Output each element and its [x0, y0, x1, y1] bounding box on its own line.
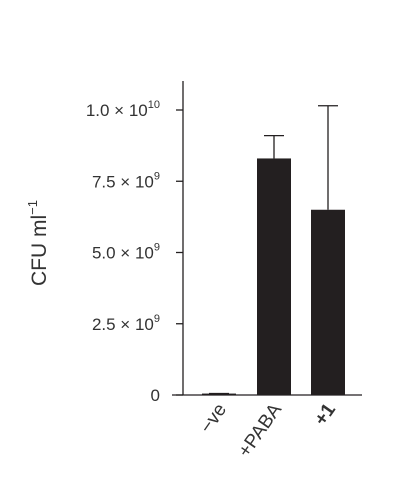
x-tick-label: +1	[310, 399, 340, 429]
y-tick-exponent: 9	[154, 313, 160, 325]
svg-text:CFU ml−1: CFU ml−1	[25, 200, 51, 286]
y-axis-label: CFU ml−1	[25, 200, 51, 286]
bars	[202, 158, 345, 395]
y-tick-label: 7.5 × 109	[92, 170, 160, 191]
y-axis-label-text: CFU ml	[28, 215, 51, 286]
x-tick-label: +PABA	[234, 400, 286, 462]
y-tick-mantissa: 2.5 × 10	[92, 315, 154, 334]
x-tick-label-text: +PABA	[234, 400, 286, 462]
bar	[257, 158, 291, 395]
y-tick-exponent: 9	[154, 170, 160, 182]
error-bars	[209, 105, 338, 395]
bar	[202, 393, 236, 395]
y-tick-exponent: 10	[148, 99, 160, 111]
x-tick-label-text: −ve	[196, 400, 231, 438]
y-tick-label: 5.0 × 109	[92, 242, 160, 263]
y-tick-label: 0	[151, 386, 160, 405]
y-tick-mantissa: 1.0 × 10	[86, 101, 148, 120]
x-tick-label-text: +1	[310, 399, 340, 429]
y-tick-mantissa: 5.0 × 10	[92, 244, 154, 263]
x-ticks: −ve +PABA +1	[196, 399, 340, 461]
bar	[311, 209, 345, 395]
y-tick-label: 2.5 × 109	[92, 313, 160, 334]
x-tick-label: −ve	[196, 400, 231, 438]
y-tick-label: 1.0 × 1010	[86, 99, 160, 120]
y-axis-label-superscript: −1	[25, 200, 40, 215]
y-tick-mantissa: 7.5 × 10	[92, 172, 154, 191]
y-tick-exponent: 9	[154, 242, 160, 254]
y-tick-mantissa: 0	[151, 386, 160, 405]
